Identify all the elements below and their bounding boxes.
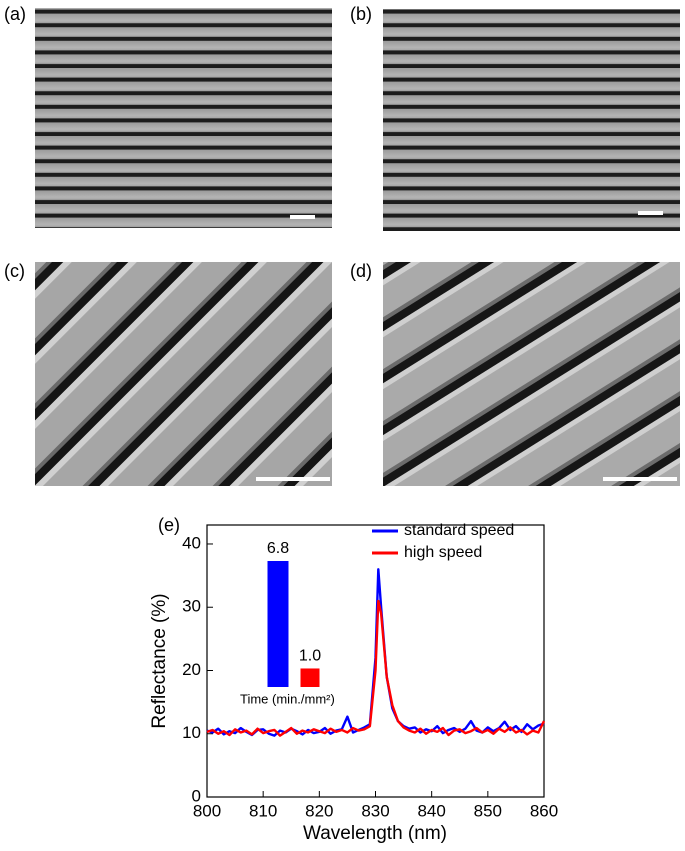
y-axis-label: Reflectance (%) (149, 593, 170, 728)
y-tick-label: 10 (182, 723, 201, 742)
y-tick-label: 0 (192, 786, 201, 805)
y-tick-label: 40 (182, 533, 201, 552)
sem-image (35, 8, 332, 228)
x-tick-label: 820 (305, 801, 333, 820)
x-tick-label: 850 (474, 801, 502, 820)
y-tick-label: 20 (182, 660, 201, 679)
panel-label: (a) (4, 4, 26, 24)
x-tick-label: 840 (417, 801, 445, 820)
scale-bar (290, 215, 315, 219)
panel-label: (b) (350, 4, 372, 24)
y-tick-label: 30 (182, 597, 201, 616)
sem-image (35, 262, 332, 486)
inset-label: Time (min./mm²) (240, 691, 335, 706)
x-tick-label: 810 (249, 801, 277, 820)
scale-bar (256, 477, 330, 481)
x-tick-label: 830 (361, 801, 389, 820)
scale-bar (603, 477, 677, 481)
x-tick-label: 860 (530, 801, 558, 820)
panel-label: (d) (350, 261, 372, 281)
x-axis-label: Wavelength (nm) (303, 823, 447, 844)
chart-title: (e) (158, 515, 180, 535)
value-label: 1.0 (299, 648, 321, 665)
legend-label: standard speed (404, 522, 514, 539)
data-line (206, 599, 546, 737)
bar (267, 560, 289, 687)
legend-label: high speed (404, 544, 482, 561)
value-label: 6.8 (267, 540, 289, 557)
bar (300, 668, 320, 687)
panel-label: (c) (4, 261, 25, 281)
sem-image (383, 262, 680, 486)
sem-image (383, 9, 680, 231)
sem-panels: (a) (b) (c) (d) (4, 4, 680, 486)
scale-bar (638, 211, 663, 215)
x-tick-label: 800 (193, 801, 221, 820)
